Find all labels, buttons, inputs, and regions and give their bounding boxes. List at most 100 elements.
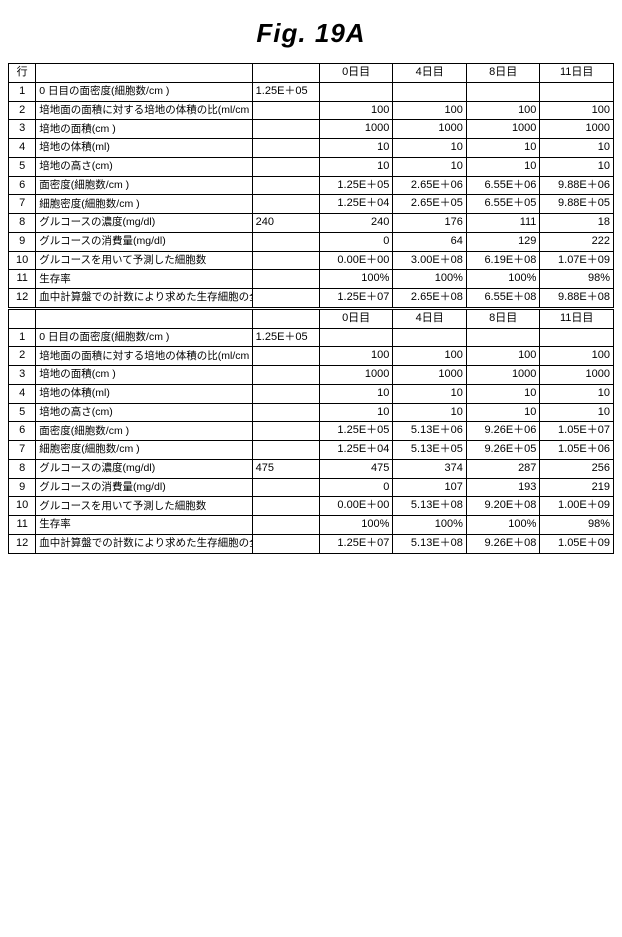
table-row: 12 血中計算盤での計数により求めた生存細胞の全数 1.25E＋07 2.65E… — [9, 289, 614, 308]
cell: 111 — [466, 214, 540, 233]
cell — [252, 516, 319, 535]
row-label: 培地の高さ(cm) — [36, 403, 252, 422]
row-index: 12 — [9, 289, 36, 308]
cell — [252, 157, 319, 176]
cell: 100 — [319, 347, 393, 366]
table-row: 5 培地の高さ(cm) 10 10 10 10 — [9, 157, 614, 176]
col-header-row — [9, 309, 36, 328]
col-header-d4: 4日目 — [393, 309, 467, 328]
table-row: 10 グルコースを用いて予測した細胞数 0.00E＋00 5.13E＋08 9.… — [9, 497, 614, 516]
cell: 6.19E＋08 — [466, 251, 540, 270]
row-label: 培地面の面積に対する培地の体積の比(ml/cm ) — [36, 101, 252, 120]
row-index: 3 — [9, 366, 36, 385]
cell: 1.25E＋05 — [252, 328, 319, 347]
row-index: 8 — [9, 459, 36, 478]
col-header-d4: 4日目 — [393, 64, 467, 83]
cell: 176 — [393, 214, 467, 233]
cell: 2.65E＋08 — [393, 289, 467, 308]
col-header-blank — [36, 309, 252, 328]
cell: 3.00E＋08 — [393, 251, 467, 270]
cell: 374 — [393, 459, 467, 478]
cell: 5.13E＋08 — [393, 497, 467, 516]
cell: 1.25E＋04 — [319, 441, 393, 460]
row-index: 1 — [9, 82, 36, 101]
row-index: 4 — [9, 139, 36, 158]
cell — [252, 422, 319, 441]
cell: 18 — [540, 214, 614, 233]
row-index: 2 — [9, 101, 36, 120]
cell: 10 — [393, 139, 467, 158]
cell: 240 — [319, 214, 393, 233]
cell: 100% — [319, 516, 393, 535]
cell — [319, 328, 393, 347]
row-label: 培地の高さ(cm) — [36, 157, 252, 176]
table-row: 1 0 日目の面密度(細胞数/cm ) 1.25E＋05 — [9, 82, 614, 101]
cell: 1000 — [319, 120, 393, 139]
cell: 240 — [252, 214, 319, 233]
cell: 10 — [319, 139, 393, 158]
cell: 1.07E＋09 — [540, 251, 614, 270]
table-row: 11 生存率 100% 100% 100% 98% — [9, 270, 614, 289]
table-row: 4 培地の体積(ml) 10 10 10 10 — [9, 139, 614, 158]
col-header-d8: 8日目 — [466, 64, 540, 83]
cell: 100% — [466, 270, 540, 289]
cell: 9.20E＋08 — [466, 497, 540, 516]
cell: 222 — [540, 232, 614, 251]
table-row: 1 0 日目の面密度(細胞数/cm ) 1.25E＋05 — [9, 328, 614, 347]
cell: 219 — [540, 478, 614, 497]
table-row: 11 生存率 100% 100% 100% 98% — [9, 516, 614, 535]
cell: 5.13E＋05 — [393, 441, 467, 460]
row-index: 11 — [9, 516, 36, 535]
row-index: 10 — [9, 251, 36, 270]
cell — [252, 232, 319, 251]
cell: 1000 — [466, 120, 540, 139]
row-index: 9 — [9, 232, 36, 251]
cell: 10 — [540, 139, 614, 158]
row-label: グルコースの濃度(mg/dl) — [36, 459, 252, 478]
row-index: 6 — [9, 422, 36, 441]
row-label: 生存率 — [36, 516, 252, 535]
col-header-blank — [36, 64, 252, 83]
cell: 100 — [466, 101, 540, 120]
cell: 100 — [393, 101, 467, 120]
row-index: 9 — [9, 478, 36, 497]
cell: 10 — [319, 384, 393, 403]
cell: 1000 — [393, 120, 467, 139]
cell — [252, 139, 319, 158]
cell: 9.26E＋08 — [466, 534, 540, 553]
col-header-d8: 8日目 — [466, 309, 540, 328]
row-index: 12 — [9, 534, 36, 553]
cell: 100 — [466, 347, 540, 366]
row-index: 8 — [9, 214, 36, 233]
cell: 10 — [393, 157, 467, 176]
cell: 9.88E＋08 — [540, 289, 614, 308]
row-label: 0 日目の面密度(細胞数/cm ) — [36, 82, 252, 101]
cell: 100% — [319, 270, 393, 289]
row-label: グルコースを用いて予測した細胞数 — [36, 251, 252, 270]
cell: 2.65E＋06 — [393, 176, 467, 195]
table-row: 2 培地面の面積に対する培地の体積の比(ml/cm ) 100 100 100 … — [9, 101, 614, 120]
table-row: 9 グルコースの消費量(mg/dl) 0 64 129 222 — [9, 232, 614, 251]
cell: 10 — [466, 157, 540, 176]
table-block-a: 行 0日目 4日目 8日目 11日目 1 0 日目の面密度(細胞数/cm ) 1… — [8, 63, 614, 308]
cell: 1.25E＋07 — [319, 534, 393, 553]
cell: 1000 — [540, 366, 614, 385]
cell — [319, 82, 393, 101]
row-label: 細胞密度(細胞数/cm ) — [36, 441, 252, 460]
cell — [252, 195, 319, 214]
cell — [252, 251, 319, 270]
cell: 5.13E＋06 — [393, 422, 467, 441]
cell: 10 — [393, 403, 467, 422]
col-header-init — [252, 309, 319, 328]
cell: 2.65E＋05 — [393, 195, 467, 214]
cell: 287 — [466, 459, 540, 478]
row-index: 7 — [9, 441, 36, 460]
row-index: 10 — [9, 497, 36, 516]
row-label: 培地面の面積に対する培地の体積の比(ml/cm ) — [36, 347, 252, 366]
cell: 0.00E＋00 — [319, 497, 393, 516]
row-index: 5 — [9, 403, 36, 422]
cell: 10 — [540, 157, 614, 176]
row-label: 血中計算盤での計数により求めた生存細胞の全数 — [36, 534, 252, 553]
row-label: 培地の面積(cm ) — [36, 120, 252, 139]
cell: 6.55E＋06 — [466, 176, 540, 195]
